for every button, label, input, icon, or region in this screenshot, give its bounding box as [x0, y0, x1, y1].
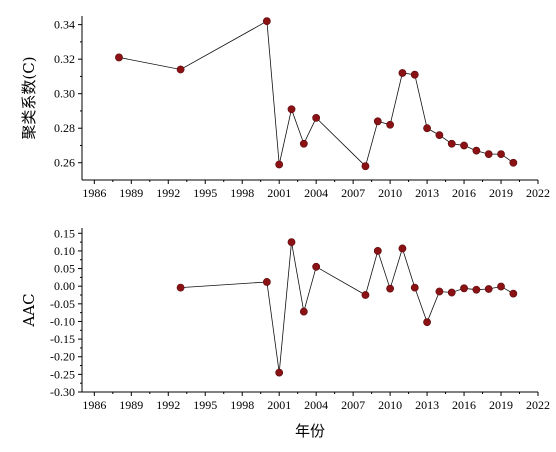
- data-point: [398, 244, 407, 253]
- data-point: [509, 289, 518, 298]
- data-point: [262, 278, 271, 286]
- data-point: [435, 287, 444, 296]
- data-point: [287, 238, 296, 247]
- x-tick-label: 2007: [341, 186, 365, 200]
- data-point: [176, 283, 185, 292]
- x-tick-label: 1986: [82, 186, 106, 200]
- x-tick-label: 2001: [267, 398, 291, 412]
- data-point: [373, 117, 382, 126]
- x-tick-label: 1998: [230, 398, 254, 412]
- series-line: [180, 242, 514, 373]
- data-point: [423, 318, 431, 327]
- data-point: [410, 283, 419, 292]
- x-tick-label: 1995: [193, 398, 217, 412]
- x-tick-label: 1998: [230, 186, 254, 200]
- y-tick-label: 0.28: [54, 121, 75, 135]
- x-tick-label: 2010: [378, 398, 402, 412]
- x-tick-label: 2013: [415, 186, 439, 200]
- data-point: [312, 262, 321, 271]
- y-tick-label: -0.25: [50, 367, 75, 381]
- x-tick-label: 2019: [489, 186, 513, 200]
- data-point: [398, 69, 407, 77]
- chart-top-clustering-coefficient: 1986 1989 1992 1995 1998 2001 2004 2007 2010 2013…: [20, 16, 550, 200]
- data-point: [484, 150, 493, 159]
- x-tick-label: 1992: [156, 186, 180, 200]
- x-tick-label: 2007: [341, 398, 365, 412]
- y-tick-label: 0.32: [54, 52, 75, 66]
- data-point: [435, 131, 444, 140]
- x-tick-label: 1992: [156, 398, 180, 412]
- y-tick-label: -0.15: [50, 332, 75, 346]
- data-point: [287, 105, 296, 114]
- data-point: [447, 288, 456, 297]
- y-tick-label: 0.05: [54, 262, 75, 276]
- x-tick-label: 2001: [267, 186, 291, 200]
- data-point: [386, 120, 395, 129]
- data-point: [299, 139, 308, 148]
- y-axis-title: 聚类系数(C): [20, 56, 38, 139]
- x-tick-label: 2004: [304, 398, 328, 412]
- data-point: [262, 17, 271, 26]
- data-point: [497, 150, 505, 159]
- data-point: [447, 139, 456, 148]
- data-point: [484, 285, 493, 293]
- x-axis-title: 年份: [295, 422, 325, 440]
- x-tick-label: 2013: [415, 398, 439, 412]
- x-tick-label: 2019: [489, 398, 513, 412]
- y-tick-label: -0.10: [50, 314, 75, 328]
- data-point: [361, 291, 370, 299]
- data-point: [509, 158, 518, 167]
- data-point: [460, 284, 468, 293]
- chart-bottom-aac: 1986 1989 1992 1995 1998 2001 2004 2007 2010 2013…: [20, 226, 550, 440]
- y-tick-label: 0.34: [54, 18, 75, 32]
- data-point: [275, 160, 284, 169]
- data-point: [299, 307, 308, 316]
- x-tick-label: 2022: [526, 398, 550, 412]
- data-point: [472, 146, 481, 155]
- y-tick-label: 0.00: [54, 279, 75, 293]
- data-point: [373, 247, 382, 255]
- data-point: [410, 70, 419, 79]
- y-tick-label: 0.10: [54, 244, 75, 258]
- data-point: [460, 141, 468, 150]
- data-point: [497, 282, 505, 291]
- x-tick-label: 1995: [193, 186, 217, 200]
- y-tick-label: -0.20: [50, 350, 75, 364]
- x-tick-label: 2010: [378, 186, 402, 200]
- y-tick-label: 0.30: [54, 87, 75, 101]
- y-tick-label: -0.05: [50, 297, 75, 311]
- data-point: [115, 53, 123, 62]
- y-axis-title: AAC: [20, 293, 38, 327]
- y-tick-label: 0.15: [54, 226, 75, 240]
- x-tick-label: 2016: [452, 186, 476, 200]
- x-tick-label: 1989: [119, 186, 143, 200]
- x-tick-label: 2004: [304, 186, 328, 200]
- data-point: [176, 65, 185, 74]
- data-point: [423, 124, 431, 133]
- y-tick-label: 0.26: [54, 156, 75, 170]
- data-point: [361, 162, 370, 171]
- x-tick-label: 2022: [526, 186, 550, 200]
- x-tick-label: 2016: [452, 398, 476, 412]
- x-tick-label: 1989: [119, 398, 143, 412]
- data-point: [275, 368, 284, 377]
- data-point: [312, 113, 321, 122]
- y-tick-label: -0.30: [50, 385, 75, 399]
- x-tick-label: 1986: [82, 398, 106, 412]
- data-point: [472, 285, 481, 294]
- data-point: [386, 284, 395, 293]
